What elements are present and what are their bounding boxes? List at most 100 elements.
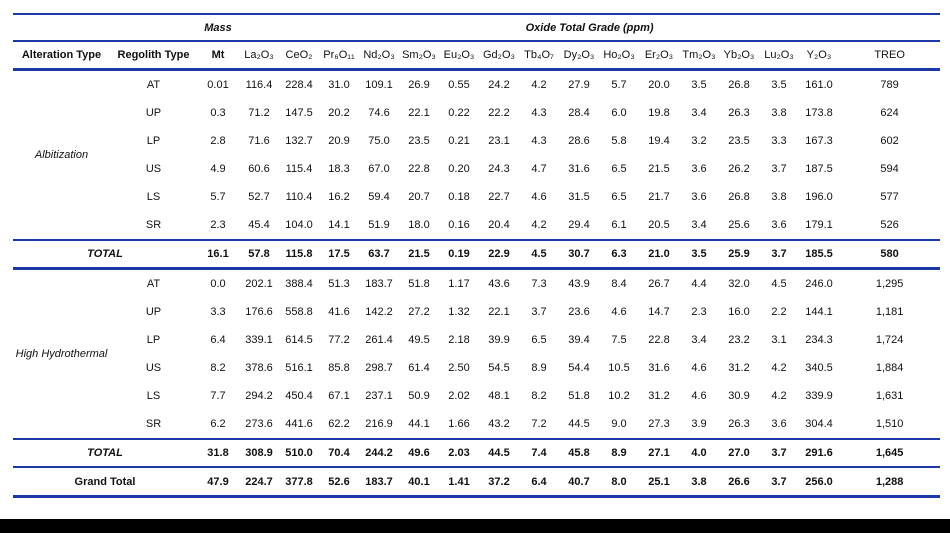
value-cell: 39.9 bbox=[488, 334, 510, 346]
column-header-tb-o: Tb₄O₇ bbox=[524, 49, 554, 61]
total-value-cell: 31.8 bbox=[207, 447, 229, 459]
value-cell: 3.5 bbox=[691, 79, 707, 91]
grand-total-value-cell: 26.6 bbox=[728, 475, 750, 488]
value-cell: 3.8 bbox=[771, 107, 787, 119]
value-cell: 39.4 bbox=[568, 334, 590, 346]
total-value-cell: 185.5 bbox=[805, 248, 833, 260]
value-cell: 5.7 bbox=[210, 191, 226, 203]
value-cell: 6.4 bbox=[210, 334, 226, 346]
regolith-type-cell: LS bbox=[146, 390, 161, 402]
value-cell: 6.2 bbox=[210, 418, 226, 430]
value-cell: 6.1 bbox=[611, 219, 627, 231]
value-cell: 9.0 bbox=[611, 418, 627, 430]
value-cell: 62.2 bbox=[328, 418, 350, 430]
value-cell: 4.4 bbox=[691, 278, 707, 290]
column-header-lu-o: Lu₂O₃ bbox=[764, 49, 794, 61]
value-cell: 23.5 bbox=[408, 135, 430, 147]
data-row-high-hydrothermal-lp: LP 6.4 339.1 614.5 77.2 261.4 49.5 2.18 39.9 6.5 3… bbox=[13, 326, 940, 354]
value-cell: 49.5 bbox=[408, 334, 430, 346]
value-cell: 27.9 bbox=[568, 79, 590, 91]
value-cell: 18.3 bbox=[328, 163, 350, 175]
value-cell: 26.8 bbox=[728, 191, 750, 203]
column-header-row: Alteration Type Regolith Type Mt La₂O₃ CeO₂ P… bbox=[13, 41, 941, 70]
value-cell: 0.16 bbox=[448, 219, 470, 231]
value-cell: 59.4 bbox=[368, 191, 390, 203]
value-cell: 109.1 bbox=[365, 79, 393, 91]
data-row-high-hydrothermal-up: UP 3.3 176.6 558.8 41.6 142.2 27.2 1.32 22.1 3.7 2… bbox=[13, 298, 940, 326]
regolith-type-cell: SR bbox=[145, 219, 162, 231]
total-row-high-hydrothermal: TOTAL 31.8 308.9 510.0 70.4 244.2 49.6 2.03 44.5… bbox=[13, 439, 941, 467]
value-cell: 116.4 bbox=[245, 79, 273, 91]
value-cell: 142.2 bbox=[365, 306, 393, 318]
total-value-cell: 4.0 bbox=[691, 447, 707, 459]
data-row-high-hydrothermal-us: US 8.2 378.6 516.1 85.8 298.7 61.4 2.50 54.5 8.9 5… bbox=[13, 354, 940, 382]
grand-total-value-cell: 1,288 bbox=[875, 475, 904, 488]
value-cell: 4.7 bbox=[531, 163, 547, 175]
column-header-sm-o: Sm₂O₃ bbox=[402, 49, 436, 61]
regolith-type-cell: AT bbox=[146, 79, 161, 91]
value-cell: 3.1 bbox=[771, 334, 787, 346]
value-cell: 161.0 bbox=[805, 79, 833, 91]
total-value-cell: 21.5 bbox=[408, 248, 430, 260]
value-cell: 44.5 bbox=[568, 418, 590, 430]
value-cell: 4.2 bbox=[771, 390, 787, 402]
total-value-cell: 49.6 bbox=[408, 447, 430, 459]
value-cell: 22.2 bbox=[488, 107, 510, 119]
value-cell: 4.2 bbox=[531, 219, 547, 231]
value-cell: 19.4 bbox=[648, 135, 670, 147]
value-cell: 3.6 bbox=[691, 163, 707, 175]
column-header-eu-o: Eu₂O₃ bbox=[443, 49, 475, 61]
value-cell: 20.4 bbox=[488, 219, 510, 231]
value-cell: 3.6 bbox=[771, 418, 787, 430]
value-cell: 4.3 bbox=[531, 107, 547, 119]
value-cell: 0.20 bbox=[448, 163, 470, 175]
value-cell: 144.1 bbox=[805, 306, 833, 318]
grand-total-row: Grand Total 47.9 224.7 377.8 52.6 183.7 40.1 1.… bbox=[13, 467, 941, 497]
value-cell: 52.7 bbox=[248, 191, 270, 203]
value-cell: 26.2 bbox=[728, 163, 750, 175]
value-cell: 31.0 bbox=[328, 79, 350, 91]
value-cell: 8.4 bbox=[611, 278, 627, 290]
value-cell: 4.2 bbox=[531, 79, 547, 91]
value-cell: 3.7 bbox=[771, 163, 787, 175]
value-cell: 3.8 bbox=[771, 191, 787, 203]
value-cell: 4.9 bbox=[210, 163, 226, 175]
value-cell: 1.17 bbox=[448, 278, 470, 290]
value-cell: 31.5 bbox=[568, 191, 590, 203]
value-cell: 0.55 bbox=[448, 79, 470, 91]
value-cell: 0.0 bbox=[210, 278, 226, 290]
value-cell: 20.2 bbox=[328, 107, 350, 119]
regolith-type-cell: SR bbox=[145, 418, 162, 430]
value-cell: 558.8 bbox=[285, 306, 313, 318]
value-cell: 4.3 bbox=[531, 135, 547, 147]
column-header-er-o: Er₂O₃ bbox=[644, 49, 674, 61]
data-row-albitization-up: UP 0.3 71.2 147.5 20.2 74.6 22.1 0.22 22.2 4.3 28.… bbox=[13, 99, 940, 127]
value-cell: 85.8 bbox=[328, 362, 350, 374]
column-header-tm-o: Tm₂O₃ bbox=[682, 49, 716, 61]
value-cell: 54.5 bbox=[488, 362, 510, 374]
value-cell: 27.3 bbox=[648, 418, 670, 430]
total-value-cell: 8.9 bbox=[611, 447, 627, 459]
data-row-high-hydrothermal-ls: LS 7.7 294.2 450.4 67.1 237.1 50.9 2.02 48.1 8.2 5… bbox=[13, 382, 940, 410]
grand-total-value-cell: 52.6 bbox=[328, 475, 350, 488]
value-cell: 202.1 bbox=[245, 278, 273, 290]
value-cell: 2.50 bbox=[448, 362, 470, 374]
grand-total-value-cell: 8.0 bbox=[611, 475, 627, 488]
value-cell: 26.7 bbox=[648, 278, 670, 290]
total-value-cell: 17.5 bbox=[328, 248, 350, 260]
total-value-cell: 3.7 bbox=[771, 248, 787, 260]
grand-total-value-cell: 256.0 bbox=[805, 475, 833, 488]
value-cell: 104.0 bbox=[285, 219, 313, 231]
total-value-cell: 22.9 bbox=[488, 248, 510, 260]
regolith-type-cell: US bbox=[145, 362, 162, 374]
total-row-albitization: TOTAL 16.1 57.8 115.8 17.5 63.7 21.5 0.19 22.9 4.… bbox=[13, 240, 941, 269]
value-cell: 8.9 bbox=[531, 362, 547, 374]
value-cell: 1.32 bbox=[448, 306, 470, 318]
value-cell: 614.5 bbox=[285, 334, 313, 346]
value-cell: 450.4 bbox=[285, 390, 313, 402]
value-cell: 51.8 bbox=[568, 390, 590, 402]
value-cell: 16.2 bbox=[328, 191, 350, 203]
total-value-cell: 25.9 bbox=[728, 248, 750, 260]
value-cell: 4.6 bbox=[691, 362, 707, 374]
value-cell: 115.4 bbox=[285, 163, 313, 175]
